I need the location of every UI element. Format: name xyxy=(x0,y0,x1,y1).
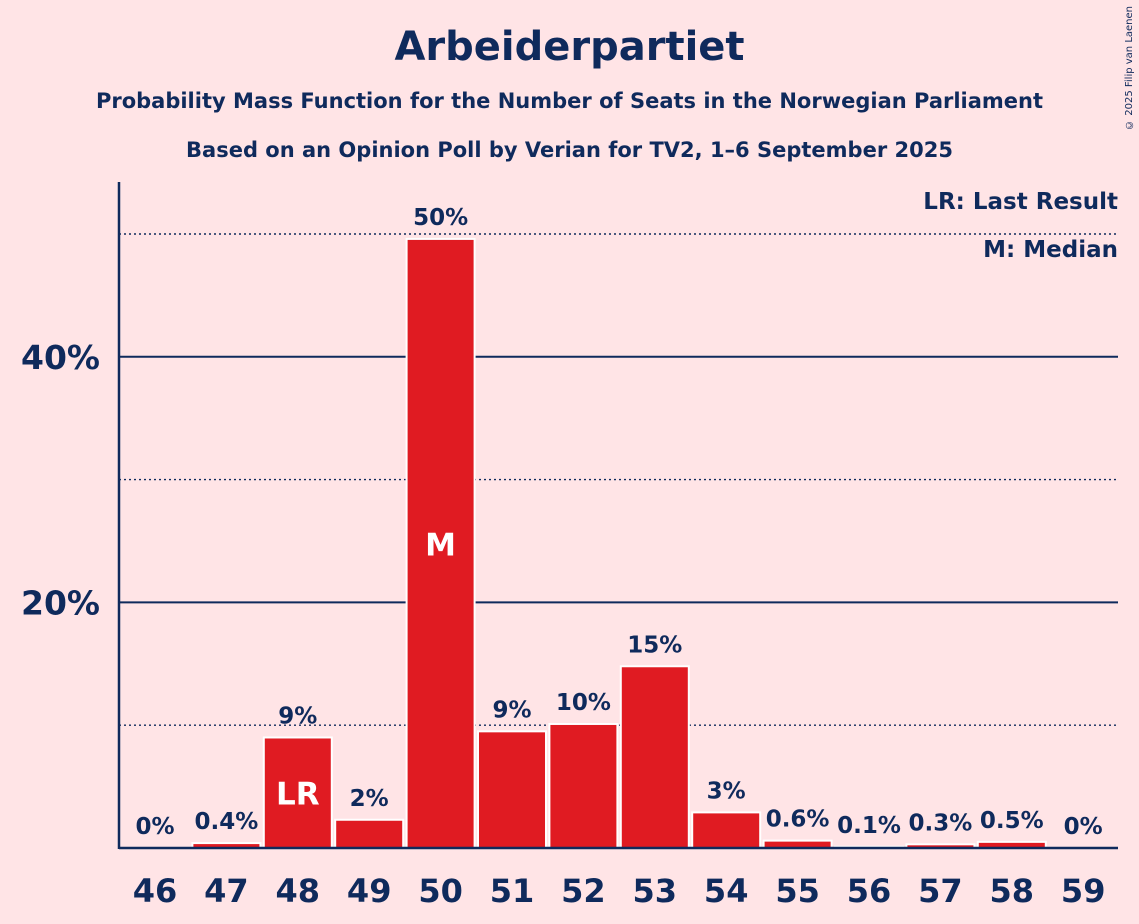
x-tick-label-56: 56 xyxy=(847,872,892,910)
chart-title: Arbeiderpartiet xyxy=(394,24,745,70)
data-label-46: 0% xyxy=(135,814,174,840)
chart-source: Based on an Opinion Poll by Verian for T… xyxy=(186,138,953,162)
data-label-59: 0% xyxy=(1064,814,1103,840)
legend-median: M: Median xyxy=(983,237,1118,263)
data-label-54: 3% xyxy=(707,778,746,804)
data-label-55: 0.6% xyxy=(766,807,830,833)
x-tick-label-55: 55 xyxy=(775,872,820,910)
data-label-52: 10% xyxy=(556,690,611,716)
data-label-58: 0.5% xyxy=(980,808,1044,834)
bar-52 xyxy=(548,722,619,849)
data-label-57: 0.3% xyxy=(909,810,973,836)
x-tick-label-58: 58 xyxy=(990,872,1035,910)
x-tick-label-52: 52 xyxy=(561,872,606,910)
x-tick-label-51: 51 xyxy=(490,872,535,910)
bar-53 xyxy=(619,665,690,849)
gridlines xyxy=(119,233,1118,726)
x-tick-label-50: 50 xyxy=(418,872,463,910)
y-tick-label: 20% xyxy=(21,583,100,622)
legend-last-result: LR: Last Result xyxy=(923,189,1118,215)
data-label-56: 0.1% xyxy=(837,813,901,839)
bar-51 xyxy=(477,730,547,850)
bar-54 xyxy=(691,811,762,849)
y-axis: 20% 40% xyxy=(21,182,121,849)
x-tick-label-53: 53 xyxy=(633,872,678,910)
x-tick-label-47: 47 xyxy=(204,872,249,910)
data-label-49: 2% xyxy=(350,786,389,812)
x-tick-label-48: 48 xyxy=(276,872,321,910)
bar-50 xyxy=(405,237,476,850)
x-axis: 46 47 48 49 50 51 52 53 54 55 56 57 58 59 xyxy=(119,846,1118,910)
marker-lr: LR xyxy=(276,777,320,813)
x-tick-label-54: 54 xyxy=(704,872,749,910)
x-tick-label-57: 57 xyxy=(918,872,963,910)
data-label-47: 0.4% xyxy=(195,809,259,835)
bar-48 xyxy=(262,736,333,849)
marker-m: M xyxy=(425,527,456,563)
data-label-50: 50% xyxy=(413,205,468,231)
x-tick-label-49: 49 xyxy=(347,872,392,910)
bar-markers: LR M xyxy=(276,527,456,812)
data-labels: 0% 0.4% 9% 2% 50% 9% 10% 15% 3% 0.6% 0.1% 0.3% 0.5% 0… xyxy=(135,205,1102,840)
data-label-51: 9% xyxy=(492,697,531,723)
bars xyxy=(191,237,1047,850)
x-tick-label-59: 59 xyxy=(1061,872,1106,910)
data-label-53: 15% xyxy=(627,632,682,658)
x-tick-label-46: 46 xyxy=(133,872,178,910)
bar-49 xyxy=(334,818,405,849)
data-label-48: 9% xyxy=(278,703,317,729)
chart-subtitle: Probability Mass Function for the Number… xyxy=(95,89,1044,113)
y-tick-label: 40% xyxy=(21,338,100,377)
